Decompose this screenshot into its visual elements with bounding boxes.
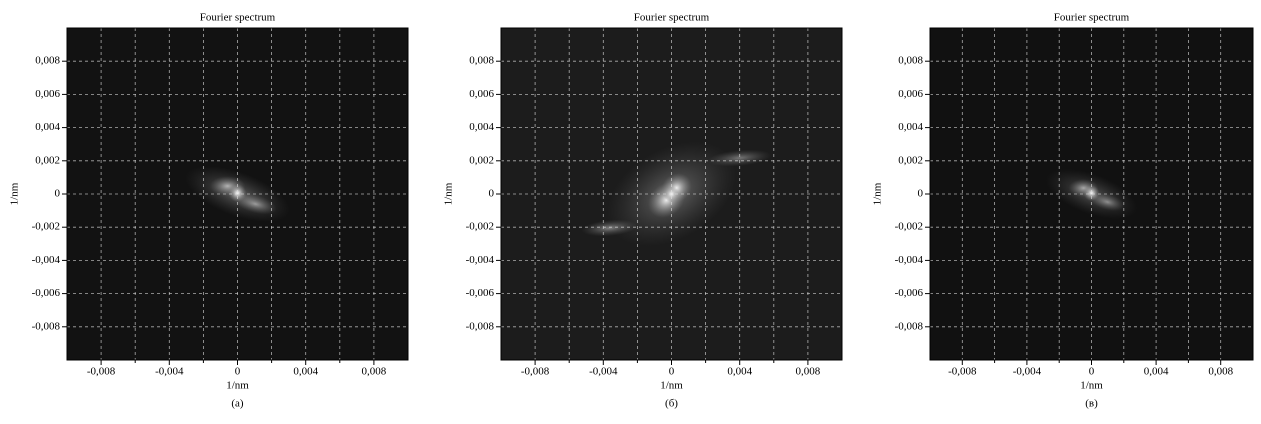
spectrum-glow xyxy=(581,219,638,237)
x-tick-label: -0,004 xyxy=(589,366,618,378)
x-tick-label: -0,004 xyxy=(155,366,184,378)
y-tick-label: -0,004 xyxy=(466,254,495,266)
caption: (б) xyxy=(665,398,678,410)
y-tick-label: 0,002 xyxy=(35,154,60,166)
x-axis-label: 1/nm xyxy=(1080,380,1103,392)
y-tick-label: 0,002 xyxy=(469,154,494,166)
y-tick-label: 0,004 xyxy=(898,121,923,133)
y-tick-label: 0 xyxy=(489,188,495,200)
caption: (в) xyxy=(1085,398,1098,410)
y-axis-label: 1/nm xyxy=(443,182,455,205)
plot-frame xyxy=(66,27,409,361)
y-tick-label: -0,006 xyxy=(32,287,61,299)
spectrum-glow xyxy=(1087,189,1096,197)
y-tick-label: -0,004 xyxy=(895,254,924,266)
caption: (а) xyxy=(231,398,244,410)
y-tick-label: 0,002 xyxy=(898,154,923,166)
spectrum-glow xyxy=(707,149,772,167)
y-tick-label: -0,002 xyxy=(895,221,923,233)
x-tick-label: 0,004 xyxy=(727,366,752,378)
chart-title: Fourier spectrum xyxy=(1054,12,1130,24)
y-tick-label: -0,008 xyxy=(895,320,924,332)
panel: Fourier spectrum -0,008 -0,004 0 0,004 0,008 0… xyxy=(9,12,409,410)
x-tick-label: 0,004 xyxy=(1144,366,1169,378)
y-tick-label: -0,004 xyxy=(32,254,61,266)
x-tick-label: 0 xyxy=(669,366,675,378)
x-tick-label: -0,004 xyxy=(1013,366,1042,378)
y-tick-label: 0,008 xyxy=(35,55,60,67)
x-tick-label: 0,008 xyxy=(796,366,821,378)
x-axis-label: 1/nm xyxy=(226,380,249,392)
x-tick-label: 0,008 xyxy=(362,366,387,378)
y-tick-label: -0,008 xyxy=(32,320,61,332)
y-tick-label: -0,002 xyxy=(32,221,60,233)
y-tick-label: 0 xyxy=(918,188,924,200)
y-tick-label: -0,008 xyxy=(466,320,495,332)
x-tick-label: 0 xyxy=(1089,366,1095,378)
y-tick-label: 0 xyxy=(55,188,61,200)
chart-title: Fourier spectrum xyxy=(634,12,710,24)
y-tick-label: -0,002 xyxy=(466,221,494,233)
spectrum-glow xyxy=(234,193,277,215)
y-tick-label: 0,008 xyxy=(469,55,494,67)
x-tick-label: 0,004 xyxy=(293,366,318,378)
x-tick-label: 0 xyxy=(235,366,241,378)
y-tick-label: 0,006 xyxy=(35,88,60,100)
x-tick-label: 0,008 xyxy=(1208,366,1233,378)
panel: Fourier spectrum -0,008 -0,004 0 0,004 0,008 0… xyxy=(443,12,843,410)
x-axis-label: 1/nm xyxy=(660,380,683,392)
y-tick-label: -0,006 xyxy=(466,287,495,299)
y-tick-label: -0,006 xyxy=(895,287,924,299)
plot-frame xyxy=(500,27,843,361)
y-tick-label: 0,008 xyxy=(898,55,923,67)
spectrum-glow xyxy=(232,188,243,198)
x-tick-label: -0,008 xyxy=(521,366,550,378)
y-tick-label: 0,004 xyxy=(35,121,60,133)
plot-frame xyxy=(929,27,1254,361)
y-tick-label: 0,006 xyxy=(898,88,923,100)
spectrum-glow xyxy=(1089,192,1126,212)
y-tick-label: 0,004 xyxy=(469,121,494,133)
y-axis-label: 1/nm xyxy=(9,182,21,205)
x-tick-label: -0,008 xyxy=(87,366,116,378)
y-tick-label: 0,006 xyxy=(469,88,494,100)
x-tick-label: -0,008 xyxy=(948,366,977,378)
y-axis-label: 1/nm xyxy=(872,182,884,205)
chart-title: Fourier spectrum xyxy=(200,12,276,24)
panel: Fourier spectrum -0,008 -0,004 0 0,004 0,008 0… xyxy=(872,12,1254,410)
